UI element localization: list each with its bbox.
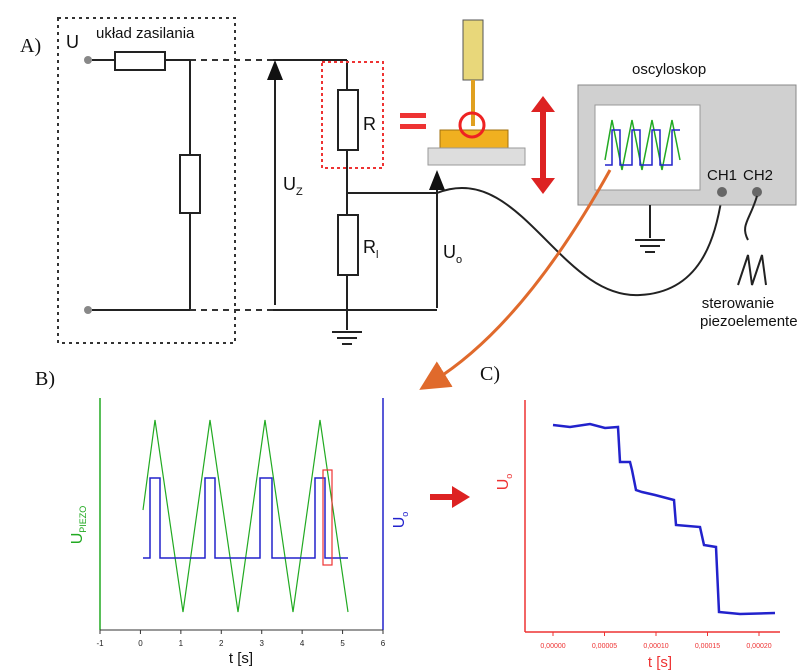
x-tick-label: 0,00020 <box>746 643 771 650</box>
panel-label: B) <box>35 368 55 390</box>
x-tick-label: 0,00000 <box>540 643 565 650</box>
panel-label: C) <box>480 363 500 385</box>
y-axis-label: Uo <box>495 474 514 491</box>
figure: A) U układ zasilania R Rl UZ Uo oscylosk… <box>0 0 797 670</box>
supply-voltage: U <box>66 32 79 52</box>
control-label: sterowanie <box>702 295 775 312</box>
subscript: Z <box>296 186 303 198</box>
x-tick-label: 0,00005 <box>592 643 617 650</box>
symbol: U <box>495 479 512 491</box>
x-ticks: -1 0 1 2 3 4 5 6 <box>96 630 385 648</box>
y-axis-label: Uo <box>391 512 410 529</box>
symbol: U <box>283 174 296 194</box>
subscript: PIEZO <box>78 506 88 533</box>
panel-label: A) <box>20 35 41 57</box>
load-resistor-label: Rl <box>363 237 378 261</box>
voltage-z-label: UZ <box>283 174 303 198</box>
x-axis-label: t [s] <box>648 654 672 670</box>
symbol: U <box>391 517 408 529</box>
x-tick-label: 0,00015 <box>695 643 720 650</box>
x-tick-label: 0 <box>138 639 143 648</box>
subscript: o <box>400 512 410 517</box>
channel-label: CH2 <box>743 167 773 184</box>
subscript: l <box>376 249 378 261</box>
symbol: U <box>443 242 456 262</box>
plot-c <box>525 400 780 632</box>
symbol: R <box>363 237 376 257</box>
x-tick-label: 4 <box>300 639 305 648</box>
supply-title: układ zasilania <box>96 25 195 42</box>
symbol: U <box>69 533 86 545</box>
x-tick-label: 2 <box>219 639 224 648</box>
control-label: piezoelementem <box>700 313 797 330</box>
subscript: o <box>504 474 514 479</box>
x-tick-label: 3 <box>259 639 264 648</box>
x-axis-label: t [s] <box>229 650 253 667</box>
subscript: o <box>456 254 462 266</box>
voltage-o-label: Uo <box>443 242 462 266</box>
resistor-label: R <box>363 114 376 134</box>
channel-label: CH1 <box>707 167 737 184</box>
x-ticks: 0,00000 0,00005 0,00010 0,00015 0,00020 <box>540 632 771 650</box>
oscilloscope-label: oscyloskop <box>632 61 706 78</box>
x-tick-label: 5 <box>340 639 345 648</box>
x-tick-label: 6 <box>381 639 386 648</box>
x-tick-label: 1 <box>179 639 184 648</box>
y-axis-label: UPIEZO <box>69 506 88 545</box>
x-tick-label: 0,00010 <box>643 643 668 650</box>
plot-b <box>100 398 470 630</box>
x-tick-label: -1 <box>96 639 104 648</box>
